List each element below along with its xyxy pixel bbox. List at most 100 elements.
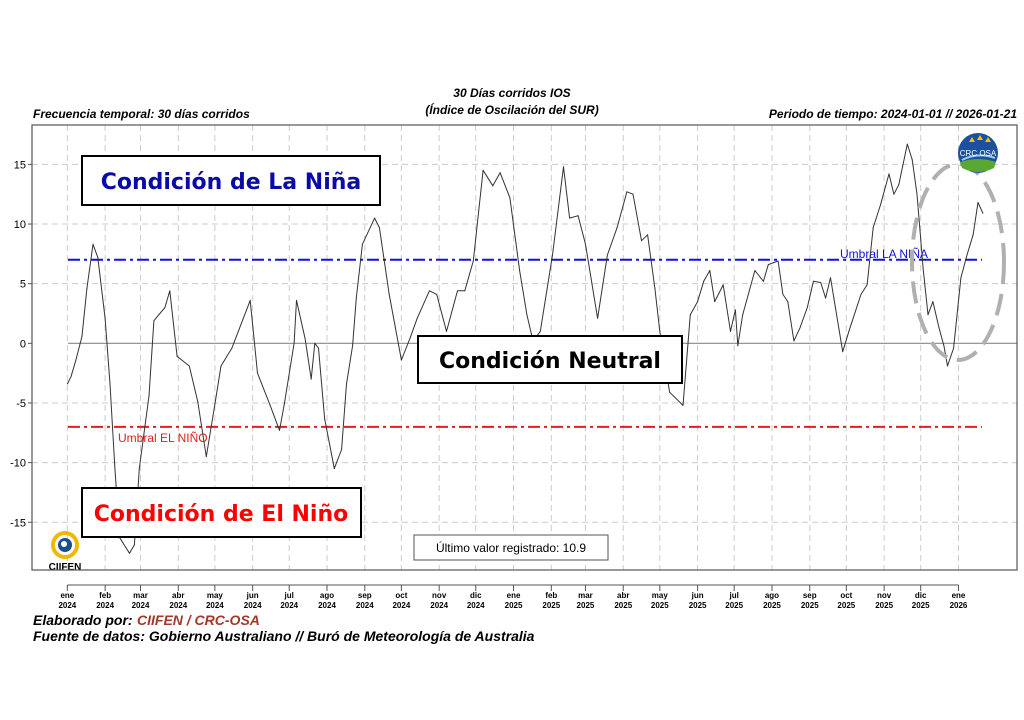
x-tick-year: 2025: [875, 601, 893, 610]
data-point: [682, 404, 684, 406]
data-point: [361, 243, 363, 245]
x-tick-month: dic: [915, 591, 927, 600]
data-point: [472, 260, 474, 262]
data-point: [927, 314, 929, 316]
el-nino-condition-label: Condición de El Niño: [94, 502, 349, 527]
data-point: [812, 280, 814, 282]
last-value-box: Último valor registrado: 10.9: [413, 534, 609, 561]
data-point: [932, 301, 934, 303]
data-point: [445, 330, 447, 332]
data-point: [409, 338, 411, 340]
data-point: [888, 173, 890, 175]
data-point: [793, 340, 795, 342]
x-tick-year: 2025: [542, 601, 560, 610]
x-tick-month: jun: [691, 591, 704, 600]
data-point: [911, 159, 913, 161]
x-tick-month: oct: [840, 591, 852, 600]
x-tick-year: 2025: [577, 601, 595, 610]
data-point: [641, 240, 643, 242]
data-point: [278, 429, 280, 431]
data-point: [777, 260, 779, 262]
data-point: [834, 307, 836, 309]
x-tick-year: 2025: [763, 601, 781, 610]
data-point: [709, 270, 711, 272]
data-point: [552, 254, 554, 256]
data-point: [616, 227, 618, 229]
data-point: [849, 327, 851, 329]
data-point: [314, 342, 316, 344]
data-point: [972, 234, 974, 236]
ciifen-logo-text: CIIFEN: [49, 562, 82, 573]
y-tick-label: -15: [10, 517, 26, 529]
data-point: [341, 449, 343, 451]
x-tick-month: ene: [507, 591, 521, 600]
data-point: [669, 391, 671, 393]
data-point: [697, 301, 699, 303]
data-point: [860, 293, 862, 295]
data-point: [197, 401, 199, 403]
data-point: [898, 184, 900, 186]
data-source-label: Fuente de datos: Gobierno Australiano //…: [33, 628, 535, 644]
data-point: [304, 338, 306, 340]
data-point: [70, 376, 72, 378]
data-point: [231, 347, 233, 349]
x-tick-year: 2024: [430, 601, 448, 610]
elaborado-label: Elaborado por:: [33, 612, 133, 628]
data-point: [81, 335, 83, 337]
data-point: [577, 215, 579, 217]
data-point: [584, 243, 586, 245]
x-axis: ene2024feb2024mar2024abr2024may2024jun20…: [58, 584, 968, 610]
data-point: [109, 383, 111, 385]
x-tick-year: 2025: [725, 601, 743, 610]
period-label: Periodo de tiempo: 2024-01-01 // 2026-01…: [769, 107, 1017, 121]
x-tick-month: ene: [952, 591, 966, 600]
neutral-condition-box: Condición Neutral: [417, 335, 683, 384]
data-point: [317, 347, 319, 349]
y-tick-label: 0: [20, 338, 26, 350]
soi-series-points: [66, 143, 984, 554]
x-tick-year: 2025: [505, 601, 523, 610]
data-point: [296, 299, 298, 301]
x-tick-month: feb: [99, 591, 111, 600]
x-tick-month: mar: [133, 591, 148, 600]
x-tick-month: sep: [358, 591, 372, 600]
data-point: [509, 197, 511, 199]
x-tick-month: sep: [803, 591, 817, 600]
data-point: [539, 330, 541, 332]
data-point: [416, 317, 418, 319]
x-tick-month: jul: [284, 591, 294, 600]
crc-osa-logo: CRC OSA: [958, 133, 998, 173]
x-tick-year: 2026: [950, 601, 968, 610]
data-point: [762, 280, 764, 282]
x-tick-year: 2024: [318, 601, 336, 610]
data-point: [456, 290, 458, 292]
data-point: [66, 383, 68, 385]
last-value-label: Último valor registrado: 10.9: [436, 540, 586, 555]
x-tick-month: feb: [545, 591, 557, 600]
data-point: [787, 301, 789, 303]
y-tick-label: -10: [10, 458, 26, 470]
data-point: [346, 383, 348, 385]
x-tick-year: 2024: [280, 601, 298, 610]
data-point: [220, 365, 222, 367]
y-tick-label: 5: [20, 279, 26, 291]
x-tick-year: 2025: [837, 601, 855, 610]
data-point: [647, 234, 649, 236]
data-point: [825, 297, 827, 299]
data-point: [482, 169, 484, 171]
data-point: [977, 202, 979, 204]
data-point: [916, 193, 918, 195]
x-tick-month: may: [652, 591, 669, 600]
data-point: [75, 359, 77, 361]
data-point: [953, 347, 955, 349]
data-point: [982, 212, 984, 214]
la-nina-condition-box: Condición de La Niña: [81, 155, 381, 206]
data-point: [799, 327, 801, 329]
data-point: [829, 277, 831, 279]
y-axis: -15 -10 -5 0 5 10 15: [10, 159, 32, 529]
x-tick-month: nov: [432, 591, 447, 600]
data-point: [428, 290, 430, 292]
x-tick-year: 2025: [689, 601, 707, 610]
data-point: [872, 227, 874, 229]
